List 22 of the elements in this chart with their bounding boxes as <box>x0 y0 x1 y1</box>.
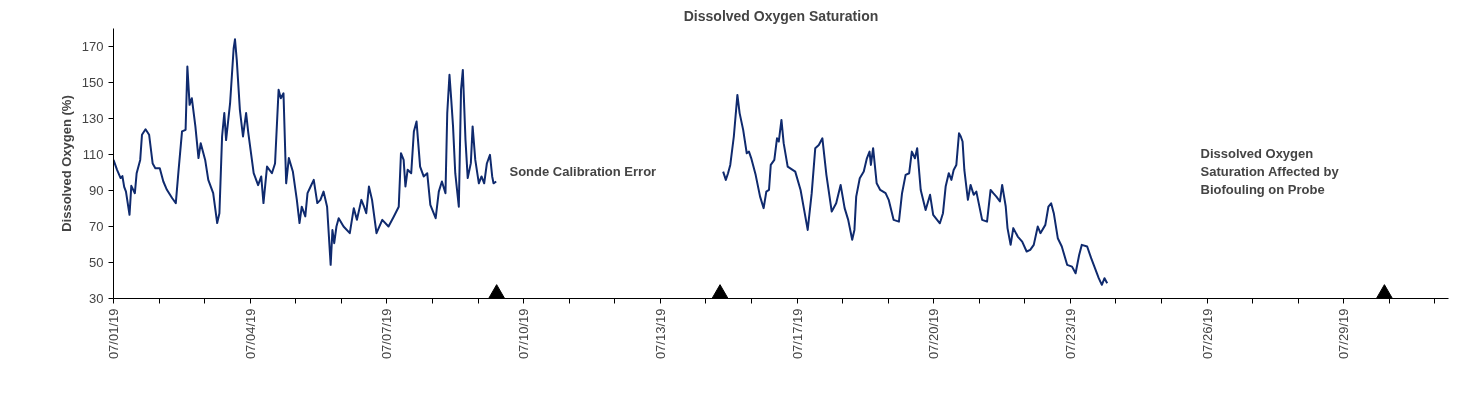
x-tick-label: 07/13/19 <box>652 308 668 360</box>
y-tick-label: 70 <box>89 219 104 234</box>
y-tick-label: 130 <box>81 111 104 126</box>
x-tick-label: 07/23/19 <box>1062 308 1078 360</box>
x-tick-label: 07/17/19 <box>789 308 805 360</box>
x-tick-label: 07/10/19 <box>516 308 532 360</box>
y-axis-title: Dissolved Oxygen (%) <box>58 95 74 232</box>
x-tick-label: 07/07/19 <box>379 308 395 360</box>
x-tick-label: 07/29/19 <box>1336 308 1352 360</box>
y-tick-label: 150 <box>81 75 104 90</box>
y-tick-label: 110 <box>82 147 104 162</box>
annotation: Sonde Calibration Error <box>509 164 657 179</box>
chart-title: Dissolved Oxygen Saturation <box>683 7 879 24</box>
x-tick-label: 07/26/19 <box>1199 308 1215 360</box>
y-tick-label: 30 <box>89 291 104 306</box>
x-tick-label: 07/20/19 <box>926 308 942 360</box>
x-tick-label: 07/04/19 <box>242 308 258 360</box>
y-tick-label: 90 <box>89 183 104 198</box>
y-tick-label: 170 <box>81 39 104 54</box>
annotation: Dissolved Oxygen Saturation Affected by Biofouling on Probe <box>1200 146 1340 197</box>
x-tick-label: 07/01/19 <box>106 308 121 360</box>
y-tick-label: 50 <box>89 255 104 270</box>
